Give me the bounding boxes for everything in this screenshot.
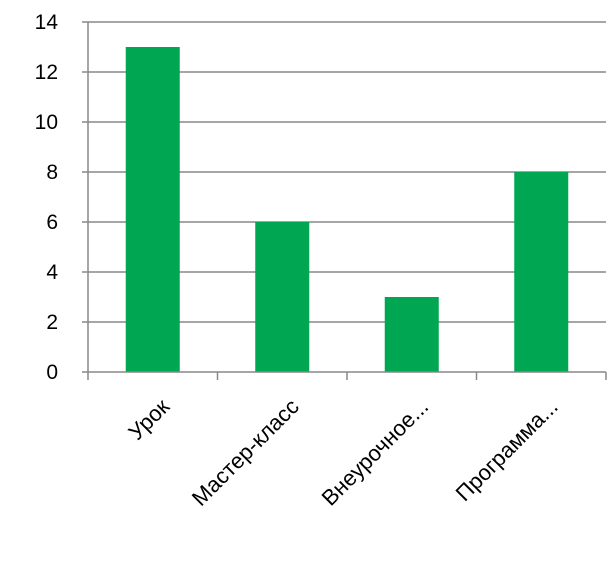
bar [384,297,439,372]
y-tick-label: 0 [46,361,58,384]
category-label: Урок [123,394,174,445]
y-tick-label: 6 [46,211,58,234]
category-label: Мастер-класс [187,394,304,511]
bar [514,172,569,372]
category-label: Внеурочное... [317,394,434,511]
y-tick-label: 4 [46,261,58,284]
category-labels: Урок Мастер-класс Внеурочное... Программа..… [123,394,562,511]
bar [255,222,310,372]
y-tick-label: 8 [46,161,58,184]
y-tick-label: 12 [35,61,58,84]
y-tick-labels: 0 2 4 6 8 10 12 14 [35,11,59,384]
y-tick-label: 2 [46,311,58,334]
y-tick-label: 10 [35,111,58,134]
bar [125,47,180,372]
y-tick-label: 14 [35,11,59,34]
category-label: Программа... [451,394,563,506]
bars [125,47,569,372]
axes [82,21,607,380]
